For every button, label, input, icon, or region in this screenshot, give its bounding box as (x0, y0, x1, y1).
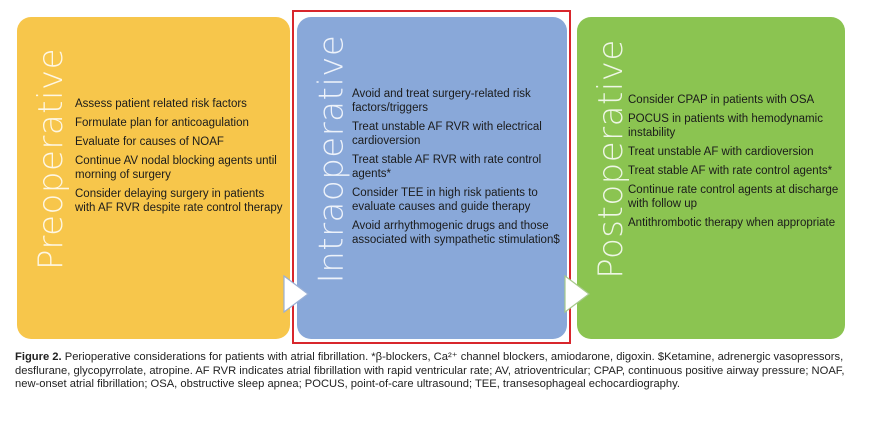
intraoperative-panel: Intraoperative Avoid and treat surgery-r… (297, 17, 567, 339)
list-item: Avoid and treat surgery-related risk fac… (352, 88, 531, 114)
preoperative-list: Assess patient related risk factors Form… (75, 97, 285, 220)
arrow-right-icon (283, 274, 309, 314)
list-item: Evaluate for causes of NOAF (75, 136, 224, 148)
intraoperative-list: Avoid and treat surgery-related risk fac… (352, 87, 562, 252)
caption-text: Perioperative considerations for patient… (15, 351, 845, 391)
list-item: Antithrombotic therapy when appropriate (628, 217, 836, 229)
list-item: Treat stable AF with rate control agents… (628, 165, 833, 177)
list-item: Treat unstable AF with cardioversion (628, 146, 814, 158)
list-item: POCUS in patients with hemodynamic insta… (628, 113, 823, 139)
list-item: Consider delaying surgery in patients wi… (75, 188, 283, 214)
figure-caption: Figure 2. Perioperative considerations f… (15, 351, 860, 392)
list-item: Consider CPAP in patients with OSA (628, 94, 815, 106)
caption-label: Figure 2. (15, 351, 62, 363)
postoperative-title: Postoperative (591, 39, 632, 279)
list-item: Formulate plan for anticoagulation (75, 117, 249, 129)
arrow-right-icon (564, 274, 590, 314)
list-item: Avoid arrhythmogenic drugs and those ass… (352, 220, 560, 246)
postoperative-panel: Postoperative Consider CPAP in patients … (577, 17, 845, 339)
list-item: Treat stable AF RVR with rate control ag… (352, 154, 542, 180)
list-item: Consider TEE in high risk patients to ev… (352, 187, 538, 213)
preoperative-panel: Preoperative Assess patient related risk… (17, 17, 290, 339)
list-item: Treat unstable AF RVR with electrical ca… (352, 121, 542, 147)
list-item: Assess patient related risk factors (75, 98, 247, 110)
intraoperative-title: Intraoperative (311, 34, 351, 284)
preoperative-title: Preoperative (31, 48, 71, 270)
postoperative-list: Consider CPAP in patients with OSA POCUS… (628, 93, 840, 235)
list-item: Continue rate control agents at discharg… (628, 184, 839, 210)
list-item: Continue AV nodal blocking agents until … (75, 155, 277, 181)
